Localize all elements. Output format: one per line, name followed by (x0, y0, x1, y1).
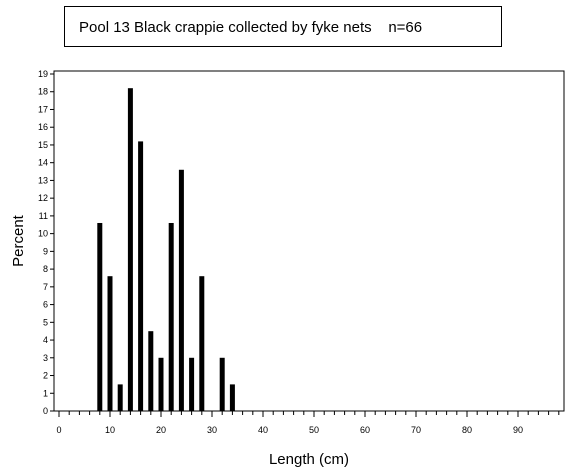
x-tick-label: 10 (105, 425, 115, 435)
y-tick-label: 17 (38, 104, 48, 114)
x-tick-label: 40 (258, 425, 268, 435)
bar (199, 276, 205, 411)
y-tick-label: 3 (43, 353, 48, 363)
x-tick-label: 60 (360, 425, 370, 435)
bar (107, 276, 113, 411)
y-tick-label: 9 (43, 246, 48, 256)
bar (97, 222, 103, 411)
bar (178, 169, 184, 411)
x-axis: 0 10 20 30 40 50 60 70 80 90 (56, 411, 560, 435)
y-tick-label: 5 (43, 317, 48, 327)
bar (117, 384, 123, 411)
y-tick-label: 8 (43, 264, 48, 274)
bar (158, 357, 164, 411)
chart-title-box: Pool 13 Black crappie collected by fyke … (64, 6, 502, 47)
x-tick-label: 50 (309, 425, 319, 435)
bars (97, 88, 235, 411)
y-tick-label: 10 (38, 229, 48, 239)
y-tick-label: 12 (38, 193, 48, 203)
x-tick-label: 90 (513, 425, 523, 435)
x-tick-label: 0 (56, 425, 61, 435)
chart-title: Pool 13 Black crappie collected by fyke … (79, 19, 423, 36)
x-tick-label: 30 (207, 425, 217, 435)
bar (148, 331, 154, 411)
y-tick-label: 7 (43, 282, 48, 292)
y-tick-label: 1 (43, 388, 48, 398)
y-tick-label: 14 (38, 158, 48, 168)
x-tick-label: 80 (462, 425, 472, 435)
bar (138, 141, 144, 411)
bar (168, 222, 174, 411)
y-tick-label: 18 (38, 87, 48, 97)
y-tick-label: 15 (38, 140, 48, 150)
x-tick-label: 20 (156, 425, 166, 435)
bar (219, 357, 225, 411)
bar (127, 88, 133, 411)
x-tick-label: 70 (411, 425, 421, 435)
y-tick-label: 0 (43, 406, 48, 416)
plot-frame (53, 70, 565, 412)
bar (229, 384, 235, 411)
y-tick-label: 19 (38, 69, 48, 79)
y-tick-label: 6 (43, 300, 48, 310)
y-tick-label: 2 (43, 371, 48, 381)
x-axis-title: Length (cm) (269, 451, 349, 468)
y-tick-label: 16 (38, 122, 48, 132)
y-tick-label: 13 (38, 175, 48, 185)
y-tick-label: 11 (39, 211, 48, 221)
y-tick-label: 4 (43, 335, 48, 345)
bar (189, 357, 195, 411)
y-axis-title: Percent (10, 214, 27, 267)
